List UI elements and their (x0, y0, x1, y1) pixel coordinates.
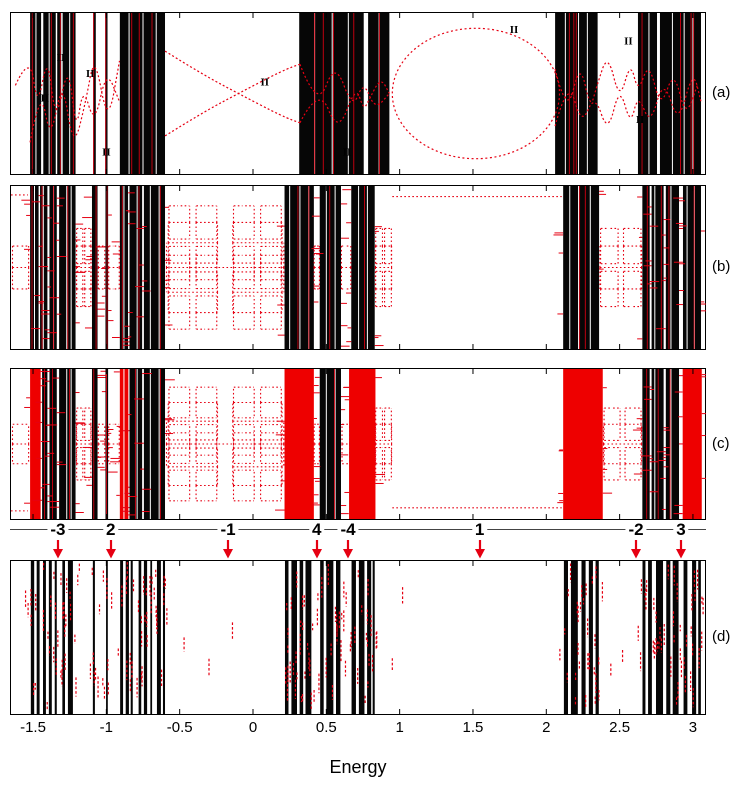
panel-a-label: (a) (712, 84, 731, 101)
band-II-annotation: II (624, 36, 633, 48)
x-axis-tick-labels: -1.5 -1 -0.5 0 0.5 1 1.5 2 2.5 3 (10, 719, 706, 739)
gap-label--3: -3 (47, 520, 69, 539)
band-II-annotation: II (636, 114, 645, 126)
panel-d (10, 560, 706, 715)
axis-tick-marks (32, 369, 694, 519)
x-tick--1: -1 (99, 719, 114, 736)
band-II-annotation: II (510, 24, 519, 36)
panel-a-plot: II II II II II II II II II (10, 12, 706, 175)
panel-b-plot (10, 185, 706, 350)
gap-label-4: 4 (309, 520, 325, 539)
band-II-annotation: II (343, 146, 352, 158)
panel-b (10, 185, 706, 350)
x-tick-2: 2 (542, 719, 551, 736)
gap-annotation-row: -3 2 -1 4 -4 1 -2 3 (10, 519, 706, 560)
gap-label-2: 2 (103, 520, 119, 539)
panel-d-plot (10, 560, 706, 715)
x-tick-1: 1 (395, 719, 404, 736)
x-tick-1.5: 1.5 (462, 719, 484, 736)
x-tick-3: 3 (688, 719, 698, 736)
band-II-annotation: II (57, 52, 66, 64)
band-II-annotation: II (86, 68, 95, 80)
gap-arrow-down-icon (223, 540, 234, 559)
gap-arrow-down-icon (675, 540, 686, 559)
panel-c-plot (10, 368, 706, 520)
spectral-traces (11, 369, 706, 519)
spectral-traces (11, 186, 706, 349)
gap-arrow-down-icon (311, 540, 322, 559)
x-tick-0: 0 (248, 719, 258, 736)
x-tick-2.5: 2.5 (609, 719, 631, 736)
x-tick-0.5: 0.5 (315, 719, 337, 736)
panel-c (10, 368, 706, 520)
gap-label--1: -1 (217, 520, 239, 539)
energy-bands (30, 561, 701, 714)
panel-b-label: (b) (712, 258, 731, 275)
gap-label--2: -2 (625, 520, 647, 539)
gap-label-3: 3 (673, 520, 689, 539)
band-II-annotation: II (260, 76, 269, 88)
axis-tick-marks (32, 561, 694, 714)
x-tick--1.5: -1.5 (20, 719, 46, 736)
energy-bands (30, 369, 702, 519)
gap-arrow-down-icon (474, 540, 485, 559)
x-tick--0.5: -0.5 (166, 719, 193, 736)
gap-label--4: -4 (337, 520, 359, 539)
spectral-traces (14, 13, 702, 174)
spectral-traces (24, 562, 704, 711)
band-II-annotation: II (102, 146, 111, 158)
gap-arrow-down-icon (631, 540, 642, 559)
gap-arrow-down-icon (343, 540, 354, 559)
band-II-annotation: II (40, 93, 49, 105)
gap-arrow-down-icon (52, 540, 63, 559)
panel-d-label: (d) (712, 628, 731, 645)
panel-c-label: (c) (712, 435, 730, 452)
gap-arrow-down-icon (105, 540, 116, 559)
axis-tick-marks (32, 13, 694, 174)
gap-label-1: 1 (471, 520, 488, 539)
axis-tick-marks (32, 186, 694, 349)
panel-a: II II II II II II II II II (10, 12, 706, 175)
x-axis-title: Energy (329, 757, 387, 777)
